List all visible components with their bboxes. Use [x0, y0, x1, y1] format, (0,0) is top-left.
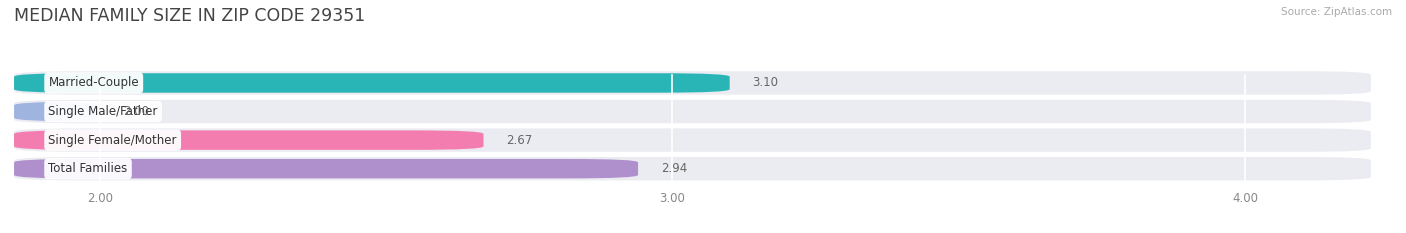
Text: Total Families: Total Families — [48, 162, 128, 175]
FancyBboxPatch shape — [14, 159, 638, 178]
Text: Source: ZipAtlas.com: Source: ZipAtlas.com — [1281, 7, 1392, 17]
Text: 3.10: 3.10 — [752, 76, 779, 89]
FancyBboxPatch shape — [14, 73, 730, 93]
Text: Single Female/Mother: Single Female/Mother — [48, 134, 177, 147]
FancyBboxPatch shape — [14, 157, 1371, 180]
Text: 2.00: 2.00 — [122, 105, 149, 118]
FancyBboxPatch shape — [14, 128, 1371, 152]
Text: Married-Couple: Married-Couple — [48, 76, 139, 89]
Text: Single Male/Father: Single Male/Father — [48, 105, 157, 118]
Text: 2.67: 2.67 — [506, 134, 533, 147]
FancyBboxPatch shape — [14, 71, 1371, 95]
Text: MEDIAN FAMILY SIZE IN ZIP CODE 29351: MEDIAN FAMILY SIZE IN ZIP CODE 29351 — [14, 7, 366, 25]
FancyBboxPatch shape — [14, 130, 484, 150]
Text: 2.94: 2.94 — [661, 162, 688, 175]
FancyBboxPatch shape — [14, 102, 100, 121]
FancyBboxPatch shape — [14, 100, 1371, 123]
